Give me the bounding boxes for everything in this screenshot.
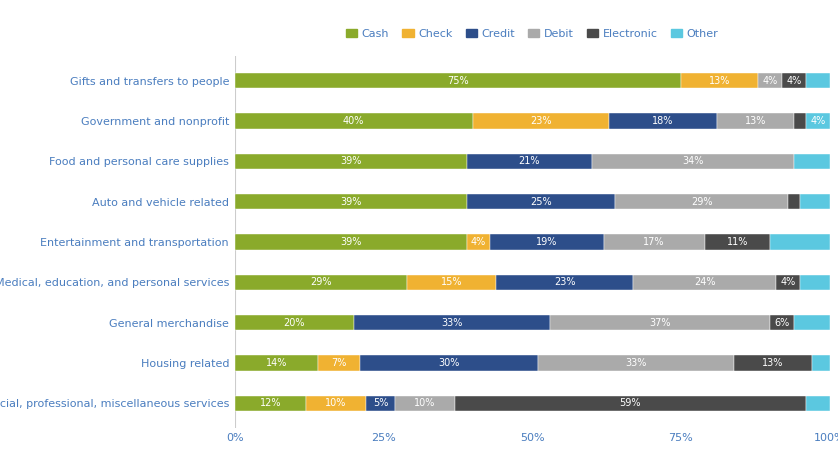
Text: 34%: 34% (682, 157, 703, 166)
Text: 29%: 29% (310, 277, 332, 288)
Text: 4%: 4% (471, 237, 486, 247)
Bar (812, 355, 830, 371)
Bar (490, 235, 603, 250)
Bar (770, 315, 794, 330)
Text: 4%: 4% (763, 76, 778, 86)
Text: 25%: 25% (530, 196, 552, 207)
Bar (788, 194, 799, 209)
Bar (496, 275, 634, 290)
Text: 12%: 12% (260, 399, 281, 408)
Bar (235, 275, 407, 290)
Text: 19%: 19% (536, 237, 558, 247)
Text: 4%: 4% (786, 76, 801, 86)
Bar (467, 235, 490, 250)
Bar (592, 154, 794, 169)
Text: 13%: 13% (744, 116, 766, 126)
Text: 6%: 6% (774, 318, 789, 328)
Bar (235, 154, 467, 169)
Bar (354, 315, 550, 330)
Legend: Cash, Check, Credit, Debit, Electronic, Other: Cash, Check, Credit, Debit, Electronic, … (342, 24, 722, 43)
Bar (467, 154, 592, 169)
Bar (806, 396, 830, 411)
Text: 23%: 23% (554, 277, 576, 288)
Text: 30%: 30% (438, 358, 459, 368)
Text: 5%: 5% (373, 399, 388, 408)
Bar (473, 113, 609, 129)
Text: 15%: 15% (441, 277, 463, 288)
Text: 11%: 11% (727, 237, 748, 247)
Bar (794, 154, 830, 169)
Bar (235, 73, 680, 88)
Bar (538, 355, 734, 371)
Text: 40%: 40% (343, 116, 365, 126)
Bar (318, 355, 360, 371)
Text: 23%: 23% (530, 116, 551, 126)
Bar (634, 275, 776, 290)
Bar (609, 113, 716, 129)
Text: 17%: 17% (644, 237, 665, 247)
Bar (716, 113, 794, 129)
Text: 59%: 59% (619, 399, 641, 408)
Bar (235, 315, 354, 330)
Bar (407, 275, 496, 290)
Text: 39%: 39% (340, 157, 361, 166)
Text: 39%: 39% (340, 196, 361, 207)
Text: 33%: 33% (625, 358, 647, 368)
Bar (705, 235, 770, 250)
Bar (235, 396, 306, 411)
Bar (360, 355, 538, 371)
Bar (603, 235, 705, 250)
Bar (806, 113, 830, 129)
Text: 39%: 39% (340, 237, 361, 247)
Bar (806, 73, 830, 88)
Bar (758, 73, 782, 88)
Bar (550, 315, 770, 330)
Text: 10%: 10% (414, 399, 436, 408)
Text: 18%: 18% (652, 116, 674, 126)
Bar (365, 396, 396, 411)
Bar (615, 194, 788, 209)
Text: 4%: 4% (810, 116, 825, 126)
Bar (235, 355, 318, 371)
Text: 10%: 10% (325, 399, 346, 408)
Bar (776, 275, 800, 290)
Bar (799, 275, 830, 290)
Bar (770, 235, 830, 250)
Text: 33%: 33% (441, 318, 463, 328)
Bar (467, 194, 615, 209)
Bar (794, 113, 806, 129)
Text: 20%: 20% (283, 318, 305, 328)
Text: 13%: 13% (709, 76, 730, 86)
Bar (794, 315, 830, 330)
Bar (455, 396, 806, 411)
Bar (782, 73, 806, 88)
Text: 14%: 14% (266, 358, 287, 368)
Text: 37%: 37% (649, 318, 670, 328)
Bar (799, 194, 830, 209)
Bar (235, 235, 467, 250)
Bar (306, 396, 365, 411)
Text: 7%: 7% (331, 358, 346, 368)
Bar (396, 396, 455, 411)
Bar (680, 73, 758, 88)
Bar (235, 194, 467, 209)
Bar (734, 355, 812, 371)
Text: 29%: 29% (691, 196, 712, 207)
Text: 24%: 24% (694, 277, 716, 288)
Text: 75%: 75% (447, 76, 468, 86)
Text: 13%: 13% (763, 358, 784, 368)
Text: 21%: 21% (519, 157, 540, 166)
Text: 4%: 4% (780, 277, 795, 288)
Bar (235, 113, 473, 129)
